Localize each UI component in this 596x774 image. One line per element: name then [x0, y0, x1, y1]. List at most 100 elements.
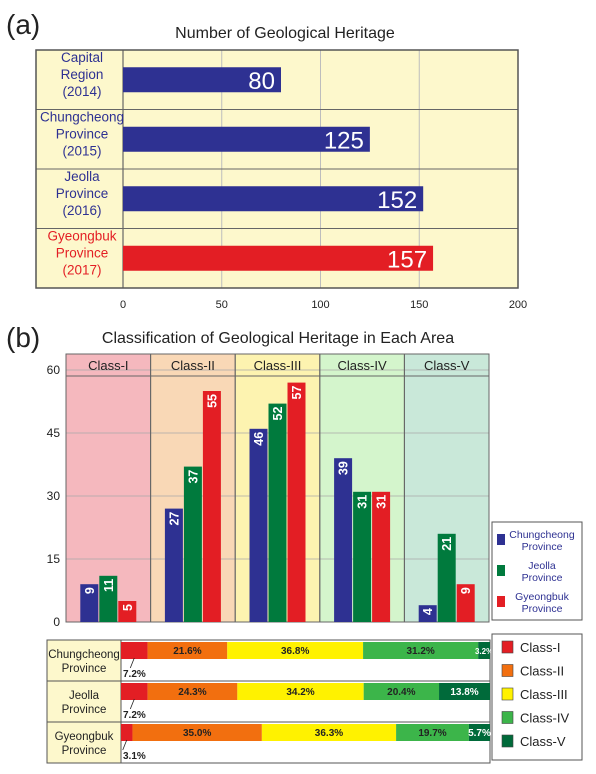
bar-label-class-i-gyeongbuk: 5 — [121, 604, 135, 611]
segment-label-chungcheong-class-v: 3.2% — [475, 647, 493, 656]
segment-label-chungcheong-class-ii: 21.6% — [173, 646, 201, 657]
segment-label-gyeongbuk-class-iv: 19.7% — [418, 728, 446, 739]
leader-line-jeolla-class-i — [129, 698, 135, 710]
province-legend: ChungcheongProvinceJeollaProvinceGyeongb… — [491, 521, 583, 621]
segment-gyeongbuk-class-ii — [132, 724, 262, 741]
segment-label-jeolla-class-iii: 34.2% — [286, 687, 314, 698]
segment-label-gyeongbuk-class-i: 3.1% — [123, 751, 146, 762]
bar-class-iv-gyeongbuk — [372, 491, 391, 622]
legend-label-class-i: Class-I — [520, 640, 560, 655]
segment-label-chungcheong-class-i: 7.2% — [123, 669, 146, 680]
heritage-count-chart: Capital Region (2014) 80 Chungcheong Province… — [35, 49, 527, 311]
segment-jeolla-class-iii — [237, 683, 364, 700]
x-tick-label-0: 0 — [120, 299, 126, 311]
leader-line-gyeongbuk-class-i — [122, 739, 128, 751]
segment-label-jeolla-class-i: 7.2% — [123, 710, 146, 721]
legend-label-class-iii: Class-III — [520, 687, 568, 702]
bar-label-class-iv-jeolla: 31 — [356, 495, 370, 509]
x-tick-label-150: 150 — [410, 299, 428, 311]
segment-chungcheong-class-iv — [363, 642, 479, 659]
legend-swatch-class-iv — [501, 711, 514, 724]
category-label-capital: Capital Region (2014) — [61, 50, 104, 99]
legend-swatch-class-i — [501, 640, 514, 654]
bar-label-class-v-jeolla: 21 — [440, 537, 454, 551]
segment-gyeongbuk-class-i — [121, 724, 133, 741]
chart-b-title: Classification of Geological Heritage in… — [102, 330, 454, 347]
y-tick-label-30: 30 — [47, 489, 61, 503]
bar-label-class-iii-chungcheong: 46 — [252, 432, 266, 446]
classification-chart: Class-I Class-II Class-III Class-IV Class-V 0… — [47, 353, 490, 629]
class-header-class-ii: Class-II — [171, 358, 215, 373]
bar-label-class-v-gyeongbuk: 9 — [459, 587, 473, 594]
y-tick-label-60: 60 — [47, 363, 61, 377]
row-label-jeolla-line1: Jeolla — [69, 690, 100, 702]
bar-class-iii-chungcheong — [249, 428, 268, 622]
bar-class-iv-chungcheong — [334, 458, 353, 622]
legend-swatch-class-ii — [501, 664, 514, 677]
class-legend: Class-I Class-II Class-III Class-IV Class-V — [491, 633, 583, 761]
row-label-jeolla-line2: Province — [62, 704, 107, 716]
row-label-chungcheong-line2: Province — [62, 663, 107, 675]
legend-swatch-jeolla — [497, 565, 505, 576]
segment-label-jeolla-class-iv: 20.4% — [387, 687, 415, 698]
panel-b-label: (b) — [6, 322, 40, 353]
bar-label-class-i-chungcheong: 9 — [83, 587, 97, 594]
y-tick-label-15: 15 — [47, 552, 61, 566]
bar-class-i-jeolla — [99, 575, 118, 622]
y-tick-label-45: 45 — [47, 426, 61, 440]
bar-value-chungcheong: 125 — [324, 127, 364, 154]
legend-label-jeolla-line1: Jeolla — [528, 560, 556, 572]
chart-a-frame — [35, 49, 519, 289]
bar-class-i-chungcheong — [80, 584, 99, 622]
bar-label-class-iii-gyeongbuk: 57 — [290, 386, 304, 400]
bar-class-iii-jeolla — [268, 403, 287, 622]
bar-class-v-jeolla — [437, 533, 456, 622]
segment-chungcheong-class-iii — [227, 642, 364, 659]
segment-jeolla-class-iv — [363, 683, 440, 700]
row-label-chungcheong-line1: Chungcheong — [48, 649, 120, 661]
legend-swatch-gyeongbuk — [497, 596, 505, 607]
bar-chungcheong — [123, 126, 370, 152]
province-legend-box — [491, 521, 583, 621]
segment-gyeongbuk-class-iv — [396, 724, 469, 741]
bar-class-v-chungcheong — [418, 605, 437, 622]
bar-gyeongbuk — [123, 245, 434, 271]
bar-jeolla — [123, 186, 424, 212]
bar-label-class-iv-chungcheong: 39 — [337, 461, 351, 475]
legend-label-class-ii: Class-II — [520, 664, 564, 679]
y-tick-label-0: 0 — [53, 615, 60, 629]
legend-swatch-chungcheong — [497, 534, 505, 545]
legend-label-gyeongbuk-line1: Gyeongbuk — [515, 591, 569, 603]
legend-label-chungcheong-line2: Province — [522, 541, 563, 553]
bar-class-ii-gyeongbuk — [202, 391, 221, 622]
class-header-class-i: Class-I — [88, 358, 128, 373]
leader-line-chungcheong-class-i — [129, 657, 135, 669]
segment-label-jeolla-class-ii: 24.3% — [178, 687, 206, 698]
segment-jeolla-class-ii — [147, 683, 238, 700]
class-percentage-chart: Chungcheong Province 7.2% 21.6% 36.8% 31.2% 3.… — [46, 639, 493, 764]
legend-label-class-iv: Class-IV — [520, 711, 569, 726]
segment-gyeongbuk-class-iii — [261, 724, 397, 741]
row-label-cell-chungcheong — [46, 639, 122, 682]
bar-class-ii-jeolla — [183, 466, 202, 622]
segment-jeolla-class-i — [121, 683, 148, 700]
class-header-class-iv: Class-IV — [338, 358, 387, 373]
bar-class-iii-gyeongbuk — [287, 382, 306, 622]
bar-label-class-v-chungcheong: 4 — [421, 608, 435, 615]
bar-label-class-ii-chungcheong: 27 — [167, 512, 181, 526]
segment-gyeongbuk-class-v — [468, 724, 490, 741]
segment-chungcheong-class-v — [478, 642, 490, 659]
row-label-cell-jeolla — [46, 680, 122, 723]
row-label-gyeongbuk-line1: Gyeongbuk — [55, 731, 114, 743]
legend-swatch-class-iii — [501, 687, 514, 701]
bar-class-v-gyeongbuk — [456, 584, 475, 622]
bar-label-class-ii-gyeongbuk: 55 — [205, 394, 219, 408]
legend-label-chungcheong-line1: Chungcheong — [509, 529, 575, 541]
category-label-chungcheong: Chungcheong Province (2015) — [40, 109, 124, 158]
panel-a-label: (a) — [6, 9, 40, 40]
bar-label-class-i-jeolla: 11 — [102, 579, 116, 592]
bar-class-i-gyeongbuk — [118, 601, 137, 622]
bar-value-capital: 80 — [248, 68, 275, 95]
segment-chungcheong-class-i — [121, 642, 148, 659]
